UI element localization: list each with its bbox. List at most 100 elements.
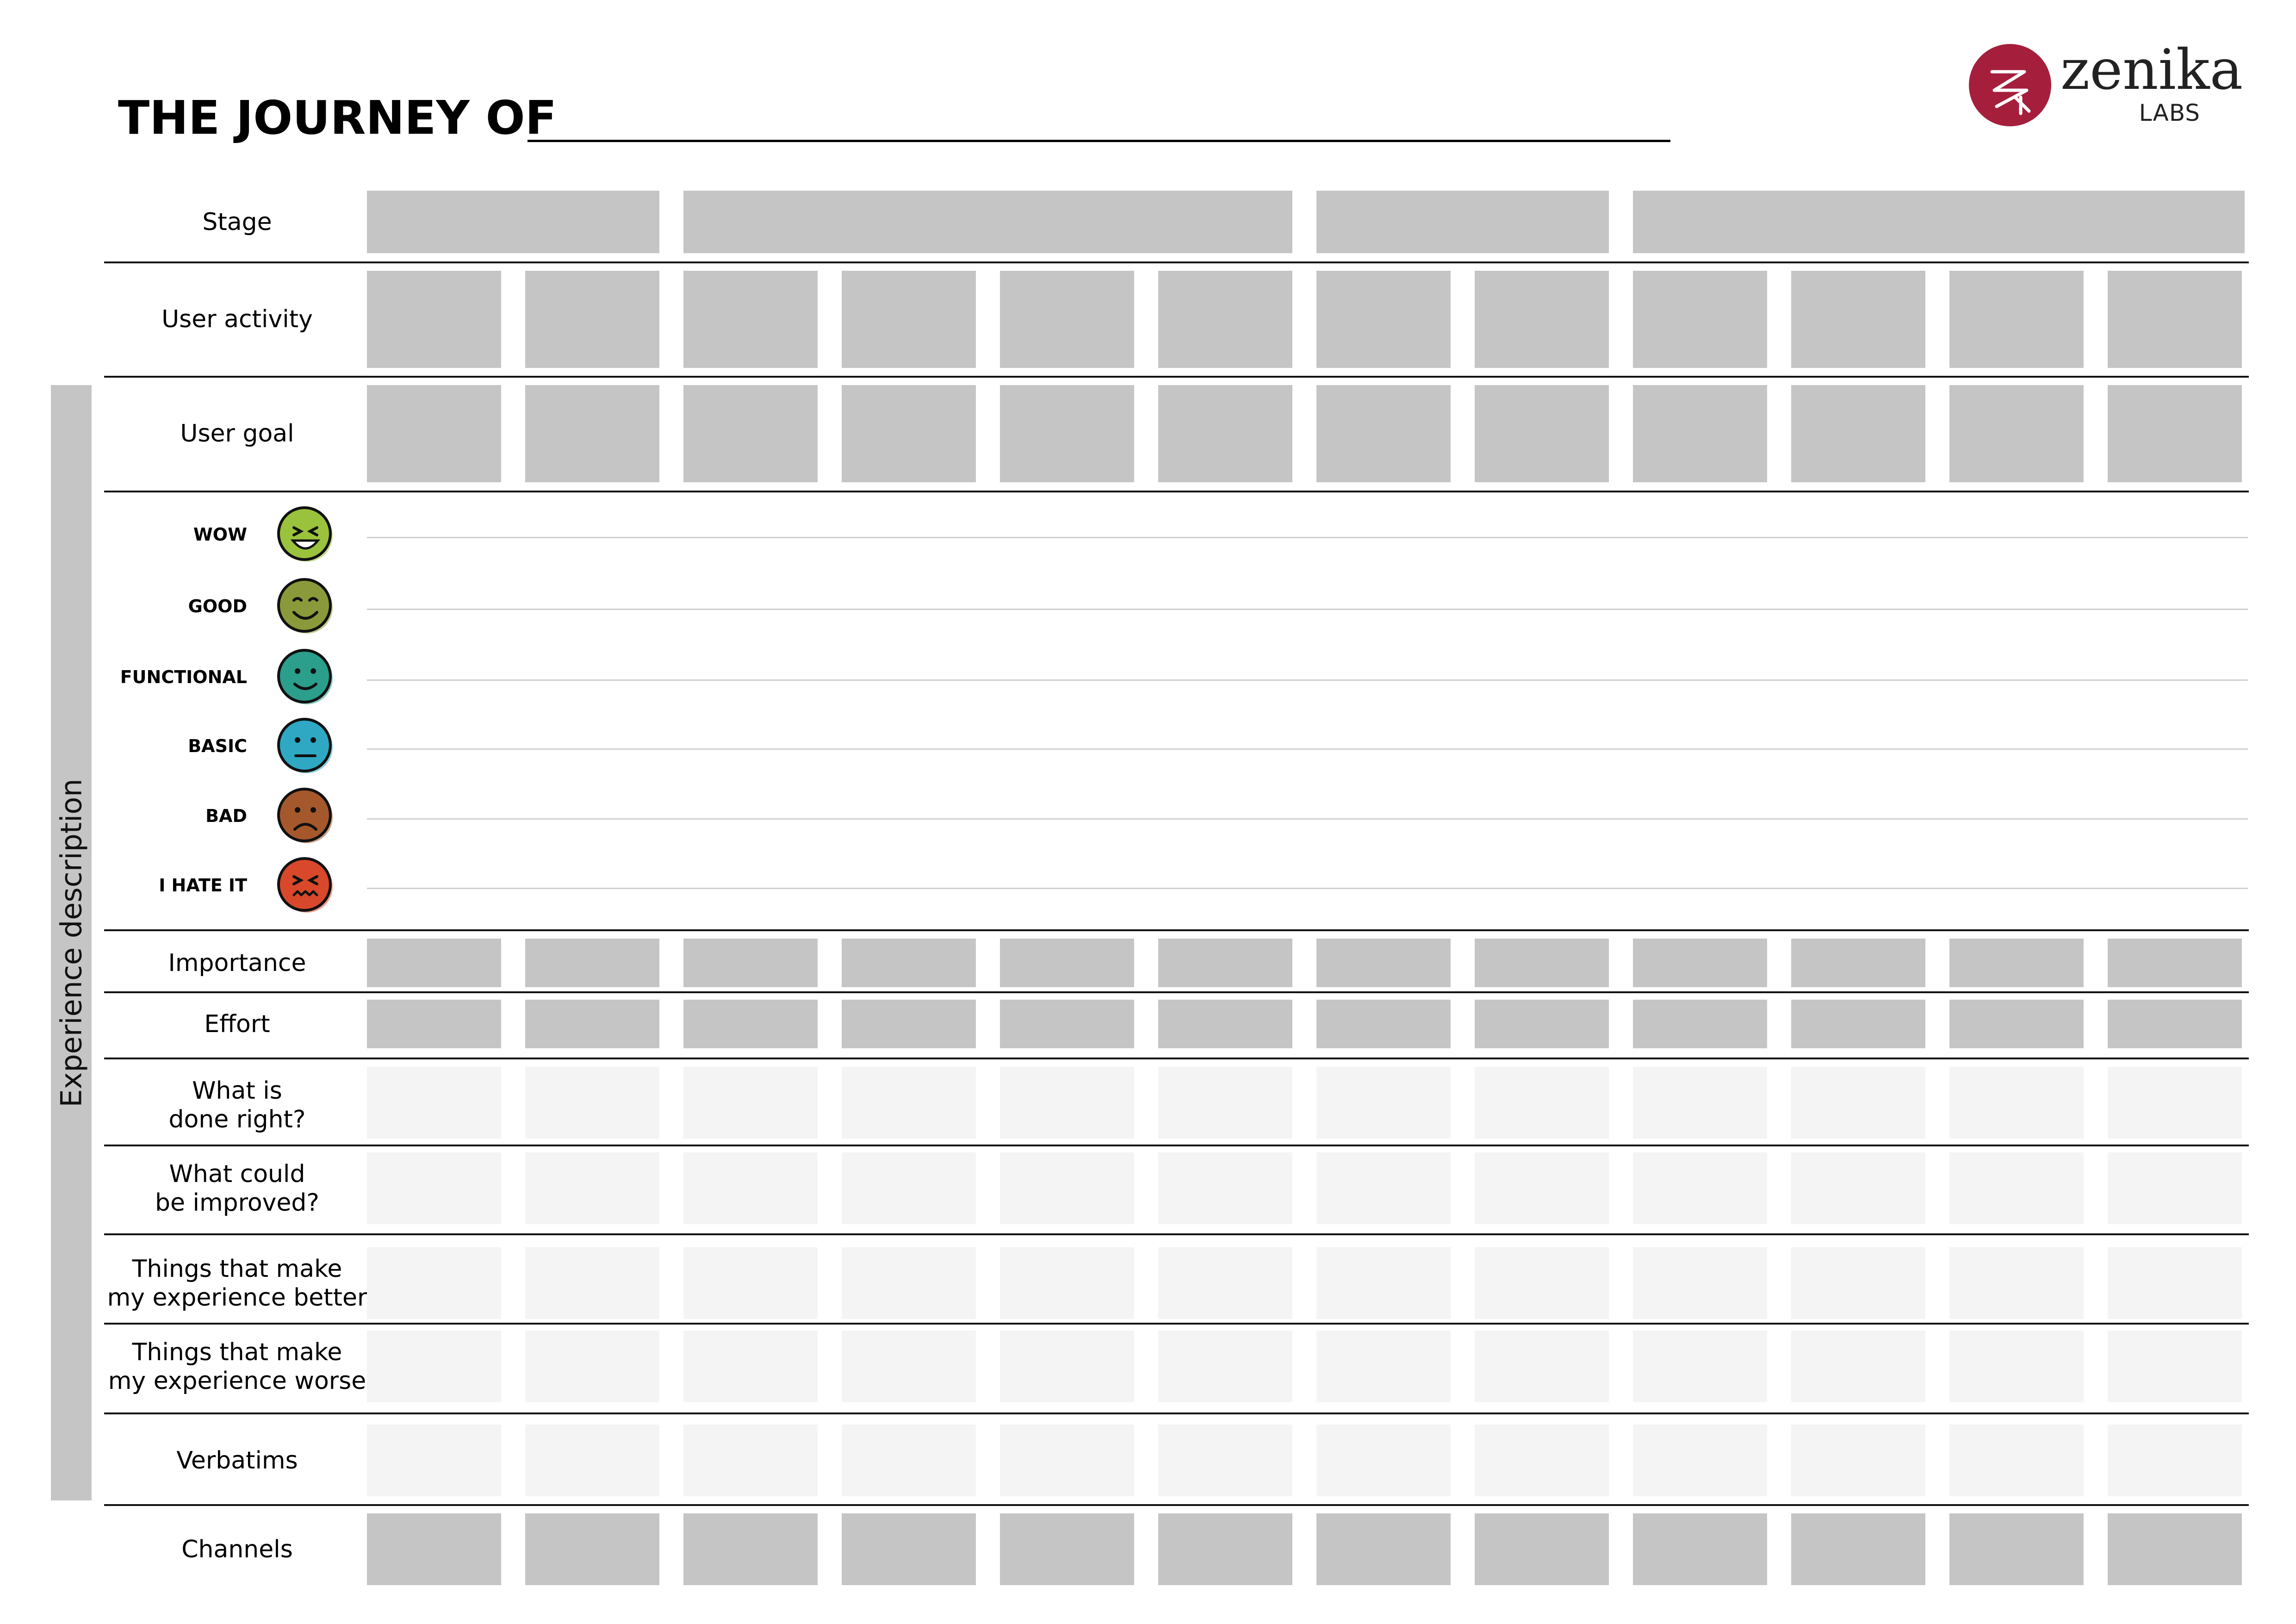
user-goal-cell[interactable]	[1633, 385, 1767, 482]
improved-cell[interactable]	[1158, 1152, 1292, 1224]
better-cell[interactable]	[525, 1247, 659, 1319]
done-right-cell[interactable]	[1633, 1067, 1767, 1139]
user-activity-cell[interactable]	[1475, 271, 1609, 368]
importance-cell[interactable]	[1633, 939, 1767, 987]
effort-cell[interactable]	[367, 1000, 501, 1048]
emotion-guide-line[interactable]	[367, 609, 2248, 610]
verbatims-cell[interactable]	[1158, 1425, 1292, 1496]
better-cell[interactable]	[842, 1247, 976, 1319]
channels-cell[interactable]	[1633, 1513, 1767, 1585]
better-cell[interactable]	[1949, 1247, 2084, 1319]
done-right-cell[interactable]	[1475, 1067, 1609, 1139]
user-goal-cell[interactable]	[1791, 385, 1925, 482]
worse-cell[interactable]	[1791, 1331, 1925, 1402]
better-cell[interactable]	[367, 1247, 501, 1319]
improved-cell[interactable]	[1949, 1152, 2084, 1224]
verbatims-cell[interactable]	[367, 1425, 501, 1496]
improved-cell[interactable]	[1791, 1152, 1925, 1224]
verbatims-cell[interactable]	[1791, 1425, 1925, 1496]
channels-cell[interactable]	[525, 1513, 659, 1585]
importance-cell[interactable]	[1316, 939, 1451, 987]
importance-cell[interactable]	[1000, 939, 1134, 987]
emotion-guide-line[interactable]	[367, 679, 2248, 681]
channels-cell[interactable]	[1316, 1513, 1451, 1585]
worse-cell[interactable]	[683, 1331, 818, 1402]
importance-cell[interactable]	[367, 939, 501, 987]
better-cell[interactable]	[1791, 1247, 1925, 1319]
effort-cell[interactable]	[1791, 1000, 1925, 1048]
user-goal-cell[interactable]	[842, 385, 976, 482]
channels-cell[interactable]	[683, 1513, 818, 1585]
worse-cell[interactable]	[367, 1331, 501, 1402]
user-activity-cell[interactable]	[842, 271, 976, 368]
emotion-guide-line[interactable]	[367, 888, 2248, 889]
done-right-cell[interactable]	[1949, 1067, 2084, 1139]
done-right-cell[interactable]	[525, 1067, 659, 1139]
user-goal-cell[interactable]	[2108, 385, 2242, 482]
better-cell[interactable]	[1316, 1247, 1451, 1319]
done-right-cell[interactable]	[1791, 1067, 1925, 1139]
stage-cell[interactable]	[683, 191, 1292, 253]
verbatims-cell[interactable]	[2108, 1425, 2242, 1496]
stage-cell[interactable]	[1316, 191, 1609, 253]
improved-cell[interactable]	[2108, 1152, 2242, 1224]
verbatims-cell[interactable]	[842, 1425, 976, 1496]
user-goal-cell[interactable]	[683, 385, 818, 482]
verbatims-cell[interactable]	[525, 1425, 659, 1496]
better-cell[interactable]	[1475, 1247, 1609, 1319]
user-goal-cell[interactable]	[525, 385, 659, 482]
user-goal-cell[interactable]	[367, 385, 501, 482]
user-activity-cell[interactable]	[525, 271, 659, 368]
effort-cell[interactable]	[2108, 1000, 2242, 1048]
user-goal-cell[interactable]	[1949, 385, 2084, 482]
importance-cell[interactable]	[683, 939, 818, 987]
worse-cell[interactable]	[1316, 1331, 1451, 1402]
better-cell[interactable]	[2108, 1247, 2242, 1319]
user-activity-cell[interactable]	[1000, 271, 1134, 368]
importance-cell[interactable]	[2108, 939, 2242, 987]
better-cell[interactable]	[1158, 1247, 1292, 1319]
done-right-cell[interactable]	[367, 1067, 501, 1139]
effort-cell[interactable]	[1475, 1000, 1609, 1048]
improved-cell[interactable]	[1633, 1152, 1767, 1224]
effort-cell[interactable]	[1000, 1000, 1134, 1048]
verbatims-cell[interactable]	[683, 1425, 818, 1496]
user-activity-cell[interactable]	[1791, 271, 1925, 368]
improved-cell[interactable]	[683, 1152, 818, 1224]
channels-cell[interactable]	[1000, 1513, 1134, 1585]
user-activity-cell[interactable]	[1633, 271, 1767, 368]
verbatims-cell[interactable]	[1316, 1425, 1451, 1496]
channels-cell[interactable]	[1158, 1513, 1292, 1585]
effort-cell[interactable]	[1316, 1000, 1451, 1048]
improved-cell[interactable]	[1316, 1152, 1451, 1224]
user-goal-cell[interactable]	[1316, 385, 1451, 482]
done-right-cell[interactable]	[1316, 1067, 1451, 1139]
importance-cell[interactable]	[525, 939, 659, 987]
user-activity-cell[interactable]	[1158, 271, 1292, 368]
emotion-guide-line[interactable]	[367, 537, 2248, 538]
emotion-guide-line[interactable]	[367, 748, 2248, 750]
channels-cell[interactable]	[2108, 1513, 2242, 1585]
importance-cell[interactable]	[1791, 939, 1925, 987]
effort-cell[interactable]	[683, 1000, 818, 1048]
verbatims-cell[interactable]	[1475, 1425, 1609, 1496]
done-right-cell[interactable]	[683, 1067, 818, 1139]
user-activity-cell[interactable]	[1949, 271, 2084, 368]
importance-cell[interactable]	[1949, 939, 2084, 987]
user-goal-cell[interactable]	[1158, 385, 1292, 482]
verbatims-cell[interactable]	[1000, 1425, 1134, 1496]
improved-cell[interactable]	[525, 1152, 659, 1224]
worse-cell[interactable]	[2108, 1331, 2242, 1402]
emotion-guide-line[interactable]	[367, 818, 2248, 820]
effort-cell[interactable]	[525, 1000, 659, 1048]
worse-cell[interactable]	[842, 1331, 976, 1402]
user-activity-cell[interactable]	[683, 271, 818, 368]
improved-cell[interactable]	[842, 1152, 976, 1224]
better-cell[interactable]	[1000, 1247, 1134, 1319]
channels-cell[interactable]	[1791, 1513, 1925, 1585]
better-cell[interactable]	[683, 1247, 818, 1319]
user-goal-cell[interactable]	[1000, 385, 1134, 482]
verbatims-cell[interactable]	[1949, 1425, 2084, 1496]
verbatims-cell[interactable]	[1633, 1425, 1767, 1496]
user-activity-cell[interactable]	[1316, 271, 1451, 368]
